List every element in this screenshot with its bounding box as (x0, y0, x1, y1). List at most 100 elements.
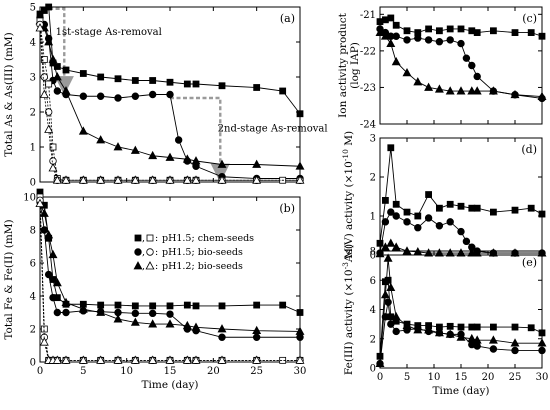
data-point-a-5-8 (113, 175, 123, 184)
data-point-c-0-7 (435, 27, 443, 35)
legend-marker-open-square (146, 234, 154, 242)
data-point-c-2-1 (380, 31, 390, 40)
data-point-a-2-10 (148, 150, 158, 160)
y-tick-label: 2 (370, 173, 376, 184)
data-point-b-2-15 (252, 325, 262, 335)
x-tick-label: 15 (164, 366, 177, 377)
panel-d: 0 1 2 3 (d) As(V) activity (×10-10 M) (341, 131, 547, 263)
data-point-b-5-15 (252, 355, 262, 364)
data-point-d-2-11 (472, 248, 482, 257)
data-point-b-3-1 (40, 325, 48, 333)
data-point-d-1-10 (462, 237, 471, 246)
stage-arrow-2 (170, 96, 230, 183)
data-point-b-0-11 (166, 302, 174, 310)
y-tick-label: 8 (30, 226, 36, 237)
data-point-b-5-6 (78, 355, 88, 364)
data-point-a-1-4 (53, 87, 62, 95)
data-point-b-0-10 (149, 302, 157, 310)
data-point-b-5-1 (39, 337, 49, 346)
y-tick-label: 0 (30, 358, 36, 369)
data-point-d-0-12 (489, 208, 497, 216)
series-line-b-0 (39, 191, 301, 313)
data-point-b-0-17 (296, 309, 304, 316)
data-point-c-0-13 (511, 29, 519, 36)
y-tick-label: 1 (370, 212, 376, 223)
data-point-a-5-1 (39, 89, 49, 98)
data-point-a-0-12 (183, 80, 191, 88)
data-point-b-2-16 (295, 326, 305, 335)
y-tick-label: 0 (30, 178, 36, 189)
data-point-a-5-7 (96, 175, 106, 184)
data-point-c-1-9 (457, 39, 465, 48)
x-tick-label: 25 (250, 366, 263, 377)
legend-marker-filled-square (134, 234, 142, 242)
data-point-b-2-3 (48, 249, 58, 259)
data-point-a-2-7 (96, 135, 106, 144)
x-tick-label: 30 (294, 366, 307, 377)
data-point-b-2-6 (78, 304, 88, 313)
x-tick-label: 25 (509, 372, 522, 383)
y-tick-label: 5 (30, 3, 36, 14)
data-point-b-1-3 (49, 293, 57, 302)
data-point-e-2-7 (424, 325, 434, 334)
data-point-d-1-6 (424, 214, 433, 222)
data-point-c-0-15 (538, 32, 546, 40)
data-point-b-5-11 (165, 355, 175, 364)
x-tick-label: 5 (404, 372, 410, 383)
y-tick-label: 10 (23, 193, 36, 204)
data-point-c-2-13 (510, 89, 520, 99)
data-point-b-2-14 (217, 324, 227, 333)
series-line-c-0 (379, 17, 543, 37)
data-point-c-1-4 (403, 36, 411, 44)
data-point-e-1-3 (387, 320, 395, 328)
panel-label-a: (a) (280, 12, 295, 25)
x-tick-label: 10 (428, 372, 441, 383)
x-tick-label: 0 (377, 372, 383, 383)
data-point-c-0-6 (425, 25, 433, 33)
legend-separator: : (155, 233, 158, 244)
data-point-b-5-9 (130, 355, 140, 364)
y-tick-label: 3 (30, 73, 36, 84)
y-axis-label-exponent: -3 (341, 262, 350, 270)
data-point-c-0-12 (489, 27, 497, 35)
data-point-c-2-4 (402, 67, 412, 77)
legend-marker-open-triangle (145, 261, 155, 270)
data-point-a-3-2 (45, 80, 53, 88)
x-axis-label-b: Time (day) (142, 379, 199, 391)
x-axis-label-e: Time (day) (433, 385, 490, 397)
data-point-b-1-4 (53, 308, 62, 317)
y-tick-label: 6 (370, 276, 376, 287)
y-axis-label-d: As(V) activity (×10-10 M) (341, 131, 355, 263)
series-b-2 (35, 198, 305, 335)
data-point-b-2-7 (96, 307, 106, 316)
data-point-a-2-4 (52, 72, 62, 81)
data-point-b-2-5 (61, 297, 71, 307)
series-line-e-2 (379, 258, 542, 364)
data-point-b-1-5 (62, 308, 70, 317)
data-point-a-2-8 (113, 142, 123, 151)
data-point-c-1-12 (473, 72, 481, 81)
data-point-b-5-7 (96, 355, 106, 364)
data-point-e-2-14 (510, 338, 520, 347)
y-axis-label-base: As(V) activity (×10 (343, 161, 355, 263)
y-axis-label-line1: Ion activity product (337, 12, 349, 117)
legend-separator: : (155, 261, 158, 272)
data-point-c-2-8 (445, 86, 455, 95)
data-point-c-2-5 (413, 77, 423, 86)
data-point-c-0-3 (392, 21, 400, 29)
y-axis-label-exponent: -10 (341, 149, 350, 161)
data-point-d-1-4 (403, 218, 411, 226)
data-point-e-2-4 (391, 311, 401, 321)
panel-a: 0 1 2 3 4 5 (a) Total As & As(III) (mM) 1st-stag… (3, 3, 328, 189)
data-point-d-1-2 (387, 208, 395, 216)
data-point-e-2-15 (537, 338, 547, 347)
data-point-a-2-16 (295, 161, 305, 170)
data-point-c-1-10 (462, 54, 471, 62)
y-tick-label: 4 (370, 305, 376, 316)
data-point-a-0-10 (149, 77, 157, 84)
data-point-b-0-16 (279, 301, 287, 309)
data-point-b-5-5 (61, 355, 71, 364)
data-point-a-1-11 (166, 90, 174, 99)
y-tick-label: 3 (370, 134, 376, 145)
